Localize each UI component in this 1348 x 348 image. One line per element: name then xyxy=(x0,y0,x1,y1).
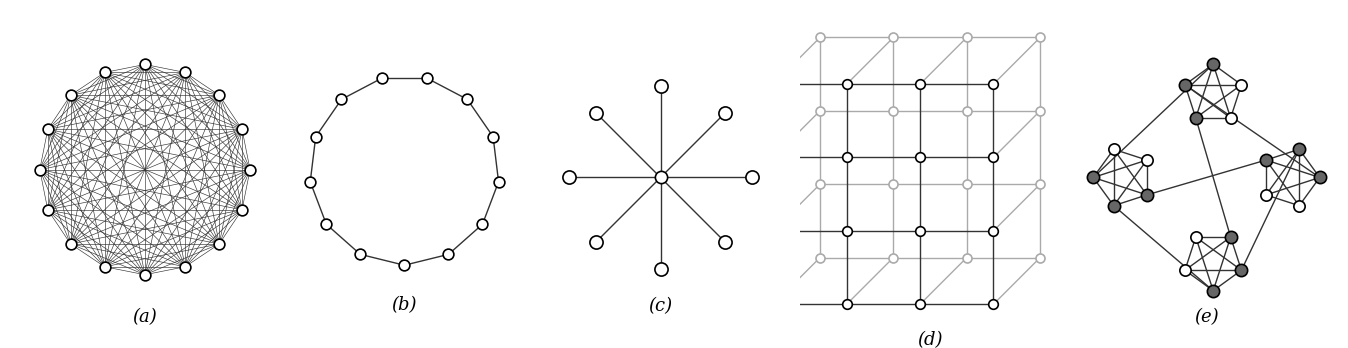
Point xyxy=(763,155,785,160)
Point xyxy=(883,34,905,40)
Point xyxy=(983,228,1004,234)
Point xyxy=(883,181,905,187)
Point xyxy=(209,241,231,247)
Point xyxy=(809,34,830,40)
Point xyxy=(1202,288,1224,293)
Point xyxy=(1136,192,1158,198)
Point xyxy=(438,252,460,257)
Point xyxy=(1174,267,1196,273)
Point xyxy=(956,255,977,260)
Text: (a): (a) xyxy=(132,308,158,326)
Point xyxy=(1289,203,1310,208)
Point xyxy=(1103,203,1124,208)
Point xyxy=(1030,255,1051,260)
Point xyxy=(763,301,785,307)
Point xyxy=(28,167,50,172)
Point xyxy=(650,266,671,271)
Point xyxy=(232,207,253,213)
Point xyxy=(1174,82,1196,88)
Point xyxy=(558,175,580,180)
Text: (d): (d) xyxy=(918,331,942,348)
Point xyxy=(956,181,977,187)
Text: (e): (e) xyxy=(1194,308,1219,326)
Point xyxy=(94,70,116,75)
Point xyxy=(836,301,857,307)
Point xyxy=(174,70,195,75)
Point xyxy=(1231,267,1252,273)
Point xyxy=(910,228,931,234)
Point xyxy=(809,255,830,260)
Point xyxy=(1289,147,1310,152)
Point xyxy=(135,272,155,277)
Point xyxy=(983,301,1004,307)
Point xyxy=(1220,234,1242,240)
Point xyxy=(36,127,58,132)
Point xyxy=(1220,115,1242,121)
Point xyxy=(809,181,830,187)
Point xyxy=(457,97,479,102)
Text: (b): (b) xyxy=(392,295,417,314)
Point xyxy=(1185,234,1206,240)
Point xyxy=(1309,175,1330,180)
Point xyxy=(763,81,785,87)
Point xyxy=(741,175,763,180)
Text: (c): (c) xyxy=(648,296,673,315)
Point xyxy=(1082,175,1104,180)
Point xyxy=(809,108,830,113)
Point xyxy=(135,62,155,67)
Point xyxy=(910,155,931,160)
Point xyxy=(349,252,371,257)
Point xyxy=(836,228,857,234)
Point xyxy=(299,179,321,184)
Point xyxy=(956,34,977,40)
Point xyxy=(371,76,392,81)
Point xyxy=(315,221,337,227)
Point xyxy=(983,155,1004,160)
Point xyxy=(1030,181,1051,187)
Point xyxy=(956,108,977,113)
Point xyxy=(1030,108,1051,113)
Point xyxy=(1185,115,1206,121)
Point xyxy=(1103,147,1124,152)
Point xyxy=(1136,157,1158,163)
Point xyxy=(59,93,81,98)
Point xyxy=(910,81,931,87)
Point xyxy=(836,81,857,87)
Point xyxy=(714,239,736,245)
Point xyxy=(94,264,116,269)
Point xyxy=(650,84,671,89)
Point xyxy=(394,262,415,268)
Point xyxy=(836,155,857,160)
Point xyxy=(983,81,1004,87)
Point xyxy=(585,110,607,116)
Point xyxy=(883,108,905,113)
Point xyxy=(1231,82,1252,88)
Point xyxy=(483,134,504,140)
Point xyxy=(714,110,736,116)
Point xyxy=(36,207,58,213)
Point xyxy=(174,264,195,269)
Point xyxy=(488,179,510,184)
Point xyxy=(232,127,253,132)
Point xyxy=(1202,62,1224,67)
Point xyxy=(910,301,931,307)
Point xyxy=(1255,157,1277,163)
Point xyxy=(59,241,81,247)
Point xyxy=(650,175,671,180)
Point xyxy=(1030,34,1051,40)
Point xyxy=(472,221,493,227)
Point xyxy=(883,255,905,260)
Point xyxy=(240,167,262,172)
Point xyxy=(585,239,607,245)
Point xyxy=(330,97,352,102)
Point xyxy=(417,76,438,81)
Point xyxy=(763,228,785,234)
Point xyxy=(209,93,231,98)
Point xyxy=(1255,192,1277,198)
Point xyxy=(305,134,326,140)
